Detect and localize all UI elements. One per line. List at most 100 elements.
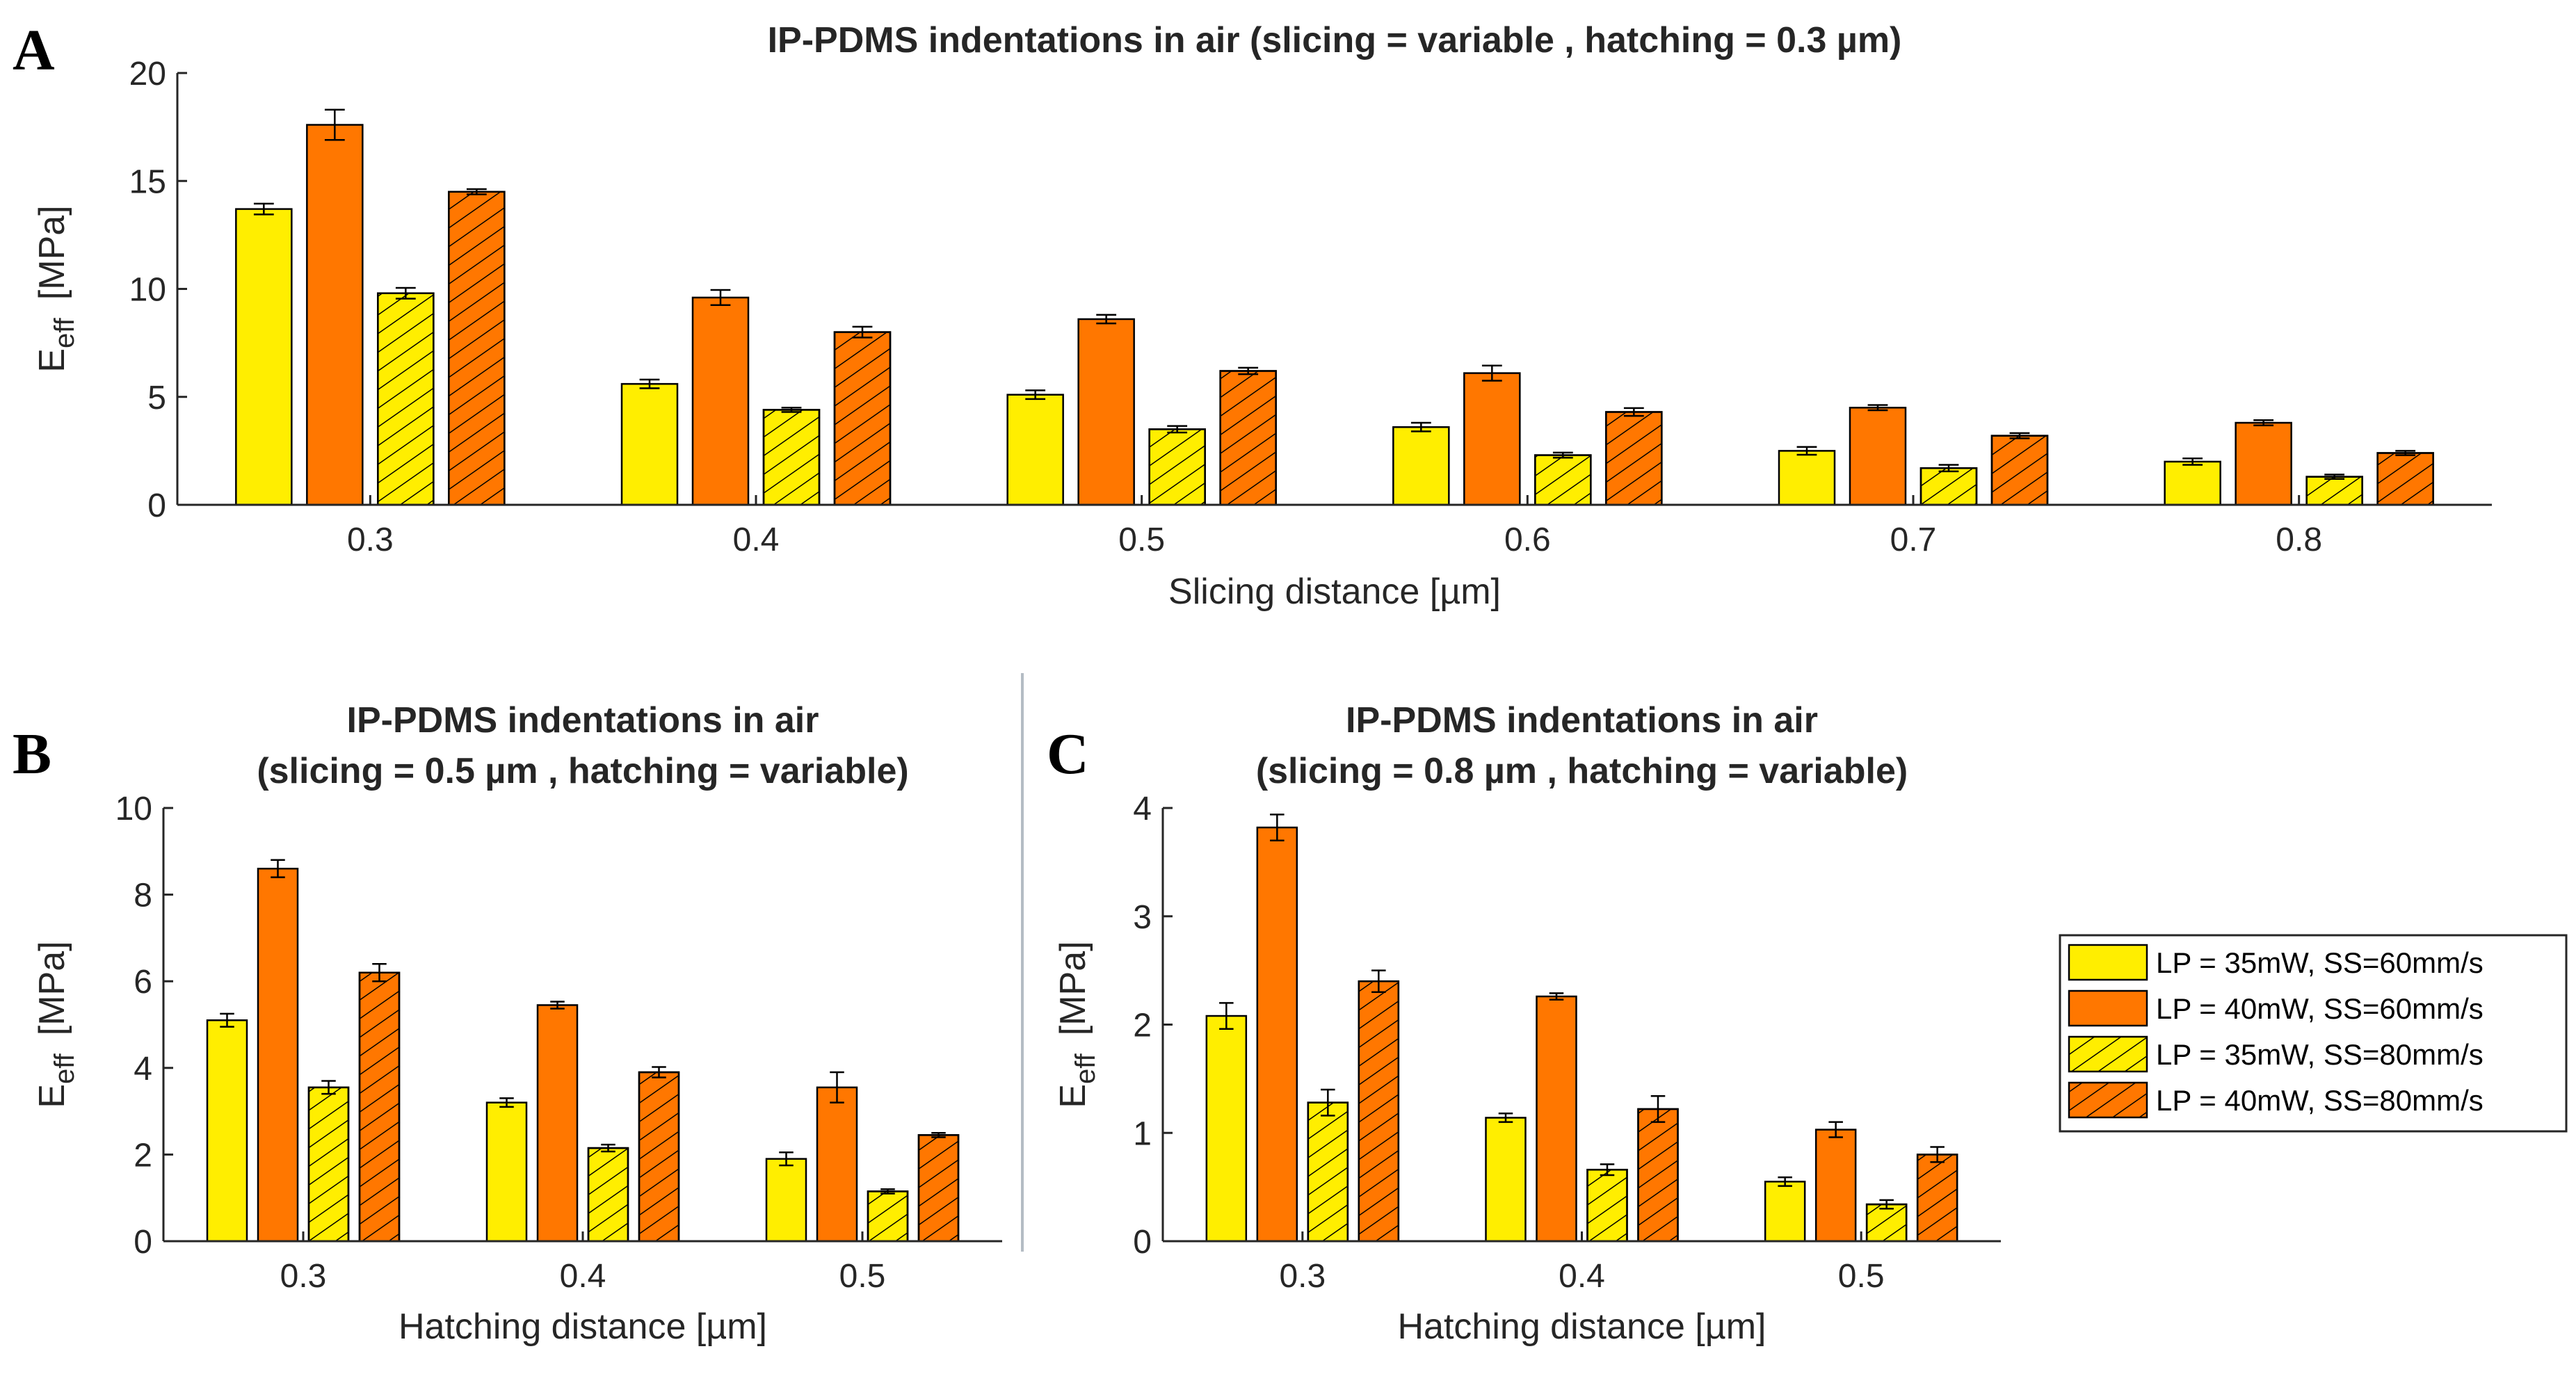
legend-swatch-hatch [2068,1081,2148,1119]
bar [1849,407,1907,506]
bar [1764,1181,1806,1243]
y-tick-label: 4 [134,1051,152,1088]
error-bar [1270,814,1285,841]
y-tick-label: 10 [115,791,152,827]
bar-hatch [867,1190,909,1243]
error-bar [1371,969,1386,994]
y-tick-label: 6 [134,964,152,1001]
y-tick-label: 5 [147,380,166,417]
error-bar [1238,366,1259,375]
error-bar [2009,432,2030,439]
y-tick-label: 1 [1133,1115,1152,1152]
y-tick-label: 0 [147,487,166,524]
error-bar [601,1143,615,1153]
legend-entry: LP = 40mW, SS=60mm/s [2068,989,2484,1027]
legend-entry: LP = 35mW, SS=60mm/s [2068,944,2484,981]
bar [1392,426,1450,506]
bar-hatch [638,1071,680,1243]
legend-label: LP = 35mW, SS=80mm/s [2156,1038,2484,1071]
error-bar [1867,404,1888,412]
bar [235,208,293,506]
error-bar [395,286,416,300]
bar [691,296,750,506]
bar-hatch [833,331,892,506]
y-tick-label: 0 [1133,1224,1152,1261]
bar-hatch [1865,1203,1908,1243]
bar-hatch [1919,467,1978,506]
error-bar [852,325,873,339]
error-bar [466,188,487,195]
error-bar [1219,1002,1234,1030]
legend-label: LP = 40mW, SS=60mm/s [2156,992,2484,1025]
error-bar [1930,1146,1945,1163]
y-axis-label-main: E [1053,1084,1093,1108]
panel-c-chart: IP-PDMS indentations in air (slicing = 0.… [1053,700,2001,1347]
error-bar [2253,419,2274,426]
y-tick-label: 10 [129,272,166,309]
error-bar [781,407,802,413]
y-axis-label: Eeff [MPa] [32,941,80,1108]
bar-hatch [1148,428,1206,506]
y-tick-label: 20 [129,56,166,92]
bar-hatch [2376,452,2434,506]
error-bar [324,108,345,141]
error-bar [550,1001,565,1010]
bar [1205,1015,1248,1243]
error-bar [1600,1163,1615,1177]
error-bar [1096,314,1117,325]
chart-title-line2: (slicing = 0.8 µm , hatching = variable) [1256,751,1908,791]
bar-hatch [762,409,821,506]
bar-hatch [1990,435,2049,506]
chart-title-line1: IP-PDMS indentations in air [1346,700,1818,741]
bar [1778,450,1836,506]
x-tick-label: 0.3 [347,522,394,558]
legend-label: LP = 40mW, SS=80mm/s [2156,1084,2484,1117]
error-bar [1778,1176,1792,1187]
bar [765,1158,807,1243]
error-bar [1623,407,1644,417]
error-bar [1321,1088,1335,1117]
error-bar [779,1151,794,1167]
bar [2235,421,2292,506]
bar-hatch [1916,1154,1958,1243]
x-tick-label: 0.3 [1279,1258,1326,1295]
error-bar [271,859,285,878]
bar [1814,1129,1857,1243]
y-axis-label-unit: [MPa] [32,941,72,1035]
y-axis-label-sub: eff [49,317,80,348]
panel-letter-b: B [13,722,51,786]
error-bar [710,289,731,307]
bar [816,1086,858,1243]
y-tick-label: 2 [134,1137,152,1174]
x-tick-label: 0.4 [733,522,780,558]
bar-hatch [1358,980,1400,1243]
error-bar [1552,451,1573,459]
error-bar [1167,425,1188,434]
x-tick-label: 0.8 [2276,522,2322,558]
x-tick-label: 0.4 [560,1258,606,1295]
y-axis-label-main: E [32,1084,72,1108]
x-tick-label: 0.5 [839,1258,886,1295]
bar-hatch [307,1086,350,1243]
y-axis-label: Eeff [MPa] [32,205,80,372]
chart-title-line1: IP-PDMS indentations in air [347,700,819,741]
error-bar [880,1188,895,1195]
error-bar [372,963,387,983]
x-axis-label: Slicing distance [µm] [1168,572,1501,612]
error-bar [1938,464,1959,473]
bar [1463,372,1521,506]
chart-title: IP-PDMS indentations in air (slicing = v… [768,20,1902,60]
x-tick-label: 0.7 [1890,522,1937,558]
x-tick-label: 0.5 [1838,1258,1885,1295]
y-tick-label: 0 [134,1224,152,1261]
bar-hatch [917,1134,960,1243]
error-bar [2182,457,2203,466]
bar-hatch [2305,476,2363,506]
y-axis-label-sub: eff [1070,1053,1101,1084]
error-bar [830,1071,844,1104]
x-tick-label: 0.5 [1118,522,1165,558]
error-bar [2324,474,2345,480]
x-tick-label: 0.3 [280,1258,327,1295]
bar-hatch [1307,1101,1349,1243]
